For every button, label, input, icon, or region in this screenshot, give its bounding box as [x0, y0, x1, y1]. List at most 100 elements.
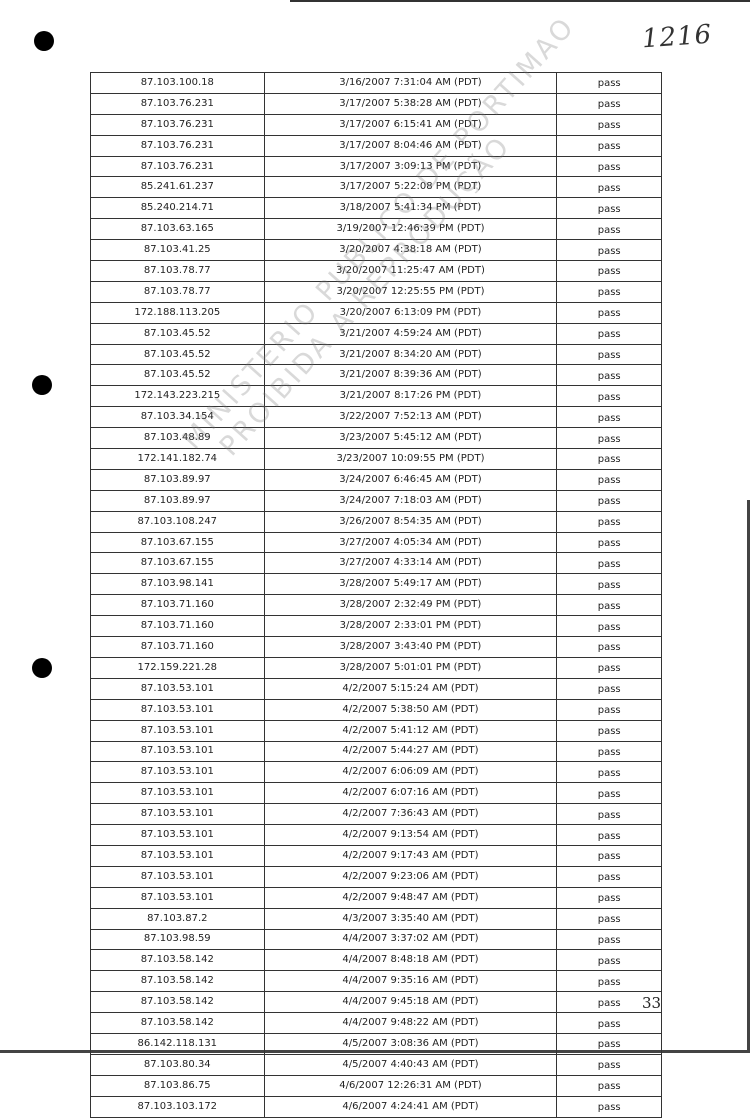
ip-address-cell: 87.103.53.101 — [90, 761, 265, 784]
status-cell: pass — [556, 865, 662, 888]
datetime-cell: 4/2/2007 9:17:43 AM (PDT) — [263, 844, 558, 867]
datetime-cell: 3/20/2007 11:25:47 AM (PDT) — [263, 260, 558, 282]
ip-address-cell: 87.103.76.231 — [90, 155, 265, 178]
ip-address-cell: 87.103.71.160 — [90, 636, 265, 658]
table-row: 87.103.71.160 3/28/2007 3:43:40 PM (PDT) p… — [90, 636, 662, 658]
datetime-cell: 4/3/2007 3:35:40 AM (PDT) — [263, 907, 558, 930]
table-row: 87.103.76.231 3/17/2007 8:04:46 AM (PDT) p… — [90, 134, 662, 157]
table-row: 87.103.103.172 4/6/2007 4:24:41 AM (PDT) p… — [90, 1095, 662, 1118]
datetime-cell: 3/17/2007 5:22:08 PM (PDT) — [263, 176, 558, 199]
ip-address-cell: 87.103.58.142 — [90, 991, 265, 1014]
table-row: 87.103.98.59 4/4/2007 3:37:02 AM (PDT) pas… — [90, 928, 662, 951]
datetime-cell: 3/16/2007 7:31:04 AM (PDT) — [263, 72, 558, 94]
table-row: 172.143.223.215 3/21/2007 8:17:26 PM (PDT… — [90, 385, 662, 408]
table-row: 87.103.53.101 4/2/2007 5:38:50 AM (PDT) pa… — [90, 698, 662, 721]
status-cell: pass — [556, 1012, 662, 1034]
ip-address-cell: 85.241.61.237 — [90, 176, 265, 199]
datetime-cell: 3/27/2007 4:33:14 AM (PDT) — [263, 552, 558, 575]
status-cell: pass — [556, 427, 662, 450]
status-cell: pass — [556, 1074, 662, 1097]
table-row: 87.103.58.142 4/4/2007 9:45:18 AM (PDT) pa… — [90, 991, 662, 1014]
datetime-cell: 3/19/2007 12:46:39 PM (PDT) — [263, 218, 558, 241]
table-row: 87.103.89.97 3/24/2007 7:18:03 AM (PDT) pa… — [90, 489, 662, 512]
status-cell: pass — [556, 72, 662, 94]
status-cell: pass — [556, 782, 662, 805]
datetime-cell: 3/27/2007 4:05:34 AM (PDT) — [263, 531, 558, 554]
ip-address-cell: 172.141.182.74 — [90, 448, 265, 470]
ip-address-cell: 87.103.53.101 — [90, 803, 265, 826]
table-row: 85.240.214.71 3/18/2007 5:41:34 PM (PDT) p… — [90, 197, 662, 220]
ip-address-cell: 87.103.89.97 — [90, 489, 265, 512]
datetime-cell: 3/24/2007 6:46:45 AM (PDT) — [263, 468, 558, 491]
datetime-cell: 3/28/2007 5:01:01 PM (PDT) — [263, 656, 558, 679]
ip-address-cell: 87.103.67.155 — [90, 531, 265, 554]
table-row: 87.103.53.101 4/2/2007 6:07:16 AM (PDT) pa… — [90, 782, 662, 805]
datetime-cell: 3/21/2007 4:59:24 AM (PDT) — [263, 322, 558, 345]
table-row: 87.103.41.25 3/20/2007 4:38:18 AM (PDT) pa… — [90, 239, 662, 262]
ip-address-cell: 87.103.53.101 — [90, 865, 265, 888]
datetime-cell: 4/4/2007 9:35:16 AM (PDT) — [263, 970, 558, 993]
ip-address-cell: 87.103.58.142 — [90, 1012, 265, 1034]
table-row: 172.141.182.74 3/23/2007 10:09:55 PM (PDT… — [90, 448, 662, 470]
datetime-cell: 3/24/2007 7:18:03 AM (PDT) — [263, 489, 558, 512]
status-cell: pass — [556, 448, 662, 470]
status-cell: pass — [556, 113, 662, 136]
datetime-cell: 4/2/2007 9:23:06 AM (PDT) — [263, 865, 558, 888]
ip-address-cell: 87.103.63.165 — [90, 218, 265, 241]
ip-address-cell: 87.103.45.52 — [90, 343, 265, 366]
table-row: 87.103.58.142 4/4/2007 9:48:22 AM (PDT) pa… — [90, 1012, 662, 1034]
datetime-cell: 3/23/2007 10:09:55 PM (PDT) — [263, 448, 558, 470]
datetime-cell: 3/20/2007 12:25:55 PM (PDT) — [263, 280, 558, 303]
datetime-cell: 3/28/2007 2:32:49 PM (PDT) — [263, 594, 558, 617]
table-row: 87.103.71.160 3/28/2007 2:33:01 PM (PDT) p… — [90, 615, 662, 638]
status-cell: pass — [556, 468, 662, 491]
status-cell: pass — [556, 385, 662, 408]
ip-address-cell: 87.103.53.101 — [90, 740, 265, 763]
ip-address-cell: 87.103.76.231 — [90, 113, 265, 136]
ip-address-cell: 87.103.67.155 — [90, 552, 265, 575]
datetime-cell: 3/17/2007 8:04:46 AM (PDT) — [263, 134, 558, 157]
datetime-cell: 3/21/2007 8:17:26 PM (PDT) — [263, 385, 558, 408]
table-row: 87.103.63.165 3/19/2007 12:46:39 PM (PDT)… — [90, 218, 662, 241]
status-cell: pass — [556, 719, 662, 742]
datetime-cell: 4/2/2007 5:38:50 AM (PDT) — [263, 698, 558, 721]
ip-address-cell: 87.103.103.172 — [90, 1095, 265, 1118]
datetime-cell: 4/5/2007 4:40:43 AM (PDT) — [263, 1053, 558, 1076]
status-cell: pass — [556, 218, 662, 241]
table-row: 87.103.53.101 4/2/2007 6:06:09 AM (PDT) pa… — [90, 761, 662, 784]
datetime-cell: 4/2/2007 9:48:47 AM (PDT) — [263, 886, 558, 909]
status-cell: pass — [556, 594, 662, 617]
ip-address-cell: 87.103.76.231 — [90, 134, 265, 157]
status-cell: pass — [556, 322, 662, 345]
ip-address-cell: 85.240.214.71 — [90, 197, 265, 220]
table-row: 87.103.45.52 3/21/2007 4:59:24 AM (PDT) pa… — [90, 322, 662, 345]
ip-address-cell: 87.103.108.247 — [90, 510, 265, 533]
datetime-cell: 4/2/2007 6:07:16 AM (PDT) — [263, 782, 558, 805]
status-cell: pass — [556, 406, 662, 429]
datetime-cell: 3/21/2007 8:34:20 AM (PDT) — [263, 343, 558, 366]
datetime-cell: 4/6/2007 12:26:31 AM (PDT) — [263, 1074, 558, 1097]
ip-address-cell: 87.103.87.2 — [90, 907, 265, 930]
status-cell: pass — [556, 134, 662, 157]
table-row: 87.103.89.97 3/24/2007 6:46:45 AM (PDT) pa… — [90, 468, 662, 491]
table-row: 87.103.53.101 4/2/2007 7:36:43 AM (PDT) pa… — [90, 803, 662, 826]
status-cell: pass — [556, 552, 662, 575]
table-row: 86.142.118.131 4/5/2007 3:08:36 AM (PDT) p… — [90, 1032, 662, 1055]
ip-address-cell: 87.103.78.77 — [90, 280, 265, 303]
status-cell: pass — [556, 301, 662, 324]
table-row: 87.103.58.142 4/4/2007 8:48:18 AM (PDT) pa… — [90, 949, 662, 972]
ip-address-cell: 87.103.71.160 — [90, 615, 265, 638]
table-row: 87.103.45.52 3/21/2007 8:39:36 AM (PDT) pa… — [90, 364, 662, 387]
datetime-cell: 4/2/2007 5:15:24 AM (PDT) — [263, 677, 558, 700]
table-row: 87.103.45.52 3/21/2007 8:34:20 AM (PDT) pa… — [90, 343, 662, 366]
ip-address-cell: 87.103.86.75 — [90, 1074, 265, 1097]
table-row: 87.103.76.231 3/17/2007 5:38:28 AM (PDT) p… — [90, 92, 662, 115]
table-row: 87.103.53.101 4/2/2007 9:17:43 AM (PDT) pa… — [90, 844, 662, 867]
table-row: 87.103.76.231 3/17/2007 3:09:13 PM (PDT) p… — [90, 155, 662, 178]
table-row: 87.103.48.89 3/23/2007 5:45:12 AM (PDT) pa… — [90, 427, 662, 450]
ip-address-cell: 87.103.58.142 — [90, 970, 265, 993]
ip-address-cell: 87.103.98.59 — [90, 928, 265, 951]
datetime-cell: 4/2/2007 7:36:43 AM (PDT) — [263, 803, 558, 826]
status-cell: pass — [556, 677, 662, 700]
status-cell: pass — [556, 1095, 662, 1118]
